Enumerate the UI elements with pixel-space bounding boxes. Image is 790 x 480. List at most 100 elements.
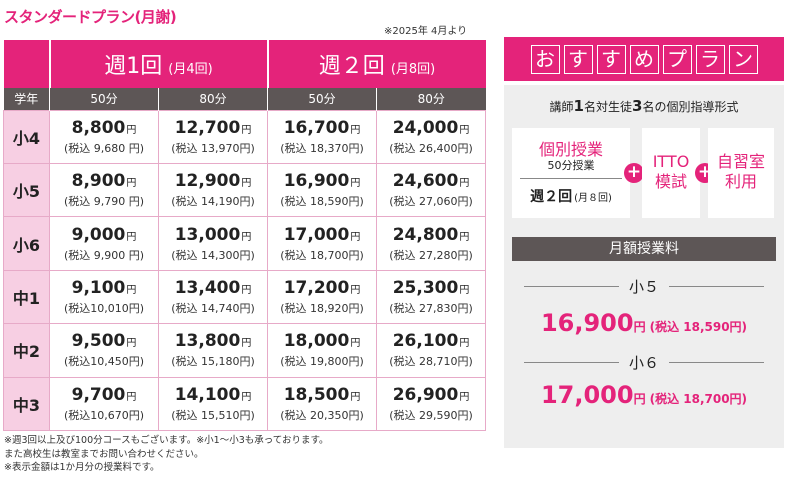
price-cell: 26,900円 (税込 29,590円) bbox=[376, 376, 487, 432]
price: 16,900円 bbox=[283, 171, 361, 192]
lesson-frequency: 週２回 (月８回) bbox=[530, 189, 612, 205]
study-room-label: 自習室 bbox=[716, 152, 765, 171]
fee-grade-label: 小６ bbox=[504, 352, 784, 373]
fee-grade-label: 小５ bbox=[504, 276, 784, 297]
lesson-title: 個別授業 bbox=[538, 140, 603, 159]
recommend-panel: 講師1名対生徒3名の個別指導形式 個別授業 50分授業 週２回 (月８回) + I… bbox=[504, 85, 784, 448]
price-cell: 8,800円 (税込 9,680 円) bbox=[49, 109, 159, 164]
header-duration: 80分 bbox=[376, 88, 486, 110]
tax-included-price: (税込 9,790 円) bbox=[63, 195, 145, 209]
price-cell: 8,900円 (税込 9,790 円) bbox=[49, 162, 159, 218]
price-cell: 18,500円 (税込 20,350円) bbox=[267, 376, 378, 432]
tax-included-price: (税込 14,190円) bbox=[171, 195, 255, 209]
tax-included-price: (税込 27,280円) bbox=[389, 248, 473, 262]
price-cell: 12,700円 (税込 13,970円) bbox=[157, 109, 269, 164]
price-cell: 13,800円 (税込 15,180円) bbox=[157, 323, 269, 378]
footnote: ※表示金額は1か月分の授業料です。 bbox=[4, 462, 160, 473]
grade-cell: 中2 bbox=[3, 323, 50, 378]
tax-included-price: (税込 18,370円) bbox=[280, 141, 364, 155]
mock-exam-label: 模試 bbox=[654, 172, 687, 191]
footnote: また高校生は教室までお問い合わせください。 bbox=[4, 448, 204, 460]
price: 18,000円 bbox=[283, 331, 361, 352]
fee-amount: 16,900円 (税込 18,590円) bbox=[540, 309, 748, 337]
tax-included-price: (税込 15,180円) bbox=[171, 355, 255, 369]
price: 13,400円 bbox=[174, 277, 252, 298]
price-cell: 24,600円 (税込 27,060円) bbox=[376, 162, 487, 218]
tax-included-price: (税込 15,510円) bbox=[171, 408, 255, 422]
banner-char: プ bbox=[662, 44, 692, 74]
tax-included-price: (税込 20,350円) bbox=[280, 408, 364, 422]
tax-included-price: (税込 13,970円) bbox=[171, 141, 255, 155]
recommend-subtitle: 講師1名対生徒3名の個別指導形式 bbox=[549, 97, 739, 115]
price: 18,500円 bbox=[283, 384, 361, 405]
table-row: 小5 8,900円 (税込 9,790 円) 12,900円 (税込 14,190円) 1… bbox=[3, 162, 487, 218]
price: 14,100円 bbox=[174, 384, 252, 405]
price-cell: 17,000円 (税込 18,700円) bbox=[267, 216, 378, 271]
price: 13,000円 bbox=[174, 224, 252, 245]
price-cell: 16,900円 (税込 18,590円) bbox=[267, 162, 378, 218]
price-cell: 16,700円 (税込 18,370円) bbox=[267, 109, 378, 164]
price: 9,700円 bbox=[71, 384, 137, 405]
grade-cell: 小4 bbox=[3, 109, 50, 164]
tax-included-price: (税込10,010円) bbox=[63, 301, 145, 315]
header-grade: 学年 bbox=[3, 88, 50, 110]
price-cell: 13,400円 (税込 14,740円) bbox=[157, 269, 269, 325]
monthly-fee-header: 月額授業料 bbox=[512, 237, 776, 261]
price-cell: 24,800円 (税込 27,280円) bbox=[376, 216, 487, 271]
table-corner bbox=[3, 40, 50, 88]
header-group-weekly-1: 週1回 (月4回) bbox=[48, 40, 268, 88]
price: 24,600円 bbox=[392, 171, 470, 192]
price-cell: 25,300円 (税込 27,830円) bbox=[376, 269, 487, 325]
plan-box-lesson: 個別授業 50分授業 週２回 (月８回) bbox=[512, 128, 630, 218]
lesson-duration: 50分授業 bbox=[547, 159, 595, 172]
price: 17,000円 bbox=[283, 224, 361, 245]
tax-included-price: (税込 27,060円) bbox=[389, 195, 473, 209]
tax-included-price: (税込 18,700円) bbox=[280, 248, 364, 262]
table-row: 小4 8,800円 (税込 9,680 円) 12,700円 (税込 13,970円) 1… bbox=[3, 109, 487, 164]
price-cell: 12,900円 (税込 14,190円) bbox=[157, 162, 269, 218]
table-row: 中1 9,100円 (税込10,010円) 13,400円 (税込 14,740円) 17… bbox=[3, 269, 487, 325]
price-cell: 9,100円 (税込10,010円) bbox=[49, 269, 159, 325]
tax-included-price: (税込 29,590円) bbox=[389, 408, 473, 422]
price: 25,300円 bbox=[392, 277, 470, 298]
price-cell: 13,000円 (税込 14,300円) bbox=[157, 216, 269, 271]
fee-amount: 17,000円 (税込 18,700円) bbox=[540, 381, 748, 409]
price: 12,900円 bbox=[174, 171, 252, 192]
plan-box-study-room: 自習室 利用 bbox=[708, 128, 774, 218]
price-cell: 9,000円 (税込 9,900 円) bbox=[49, 216, 159, 271]
table-row: 中3 9,700円 (税込10,670円) 14,100円 (税込 15,510円) 18… bbox=[3, 376, 487, 432]
tax-included-price: (税込 26,400円) bbox=[389, 141, 473, 155]
banner-char: ン bbox=[728, 44, 758, 74]
divider bbox=[520, 178, 622, 179]
price: 24,800円 bbox=[392, 224, 470, 245]
price: 12,700円 bbox=[174, 117, 252, 138]
banner-char: め bbox=[629, 44, 659, 74]
banner-char: ラ bbox=[695, 44, 725, 74]
tax-included-price: (税込 14,300円) bbox=[171, 248, 255, 262]
plan-box-mock-exam: ITTO 模試 bbox=[642, 128, 700, 218]
footnote: ※週3回以上及び100分コースもございます。※小1～小3も承っております。 bbox=[4, 435, 329, 446]
grade-cell: 中3 bbox=[3, 376, 50, 432]
price: 16,700円 bbox=[283, 117, 361, 138]
effective-date: ※2025年 4月より bbox=[384, 26, 468, 37]
price-cell: 17,200円 (税込 18,920円) bbox=[267, 269, 378, 325]
tax-included-price: (税込 28,710円) bbox=[389, 355, 473, 369]
price-cell: 14,100円 (税込 15,510円) bbox=[157, 376, 269, 432]
price: 9,100円 bbox=[71, 277, 137, 298]
tax-included-price: (税込 19,800円) bbox=[280, 355, 364, 369]
tax-included-price: (税込 18,590円) bbox=[280, 195, 364, 209]
grade-cell: 小5 bbox=[3, 162, 50, 218]
mock-exam-label: ITTO bbox=[652, 152, 690, 171]
recommend-banner: おすすめプラン bbox=[504, 37, 784, 81]
tax-included-price: (税込 18,920円) bbox=[280, 301, 364, 315]
tax-included-price: (税込 14,740円) bbox=[171, 301, 255, 315]
grade-cell: 中1 bbox=[3, 269, 50, 325]
price: 26,900円 bbox=[392, 384, 470, 405]
table-row: 小6 9,000円 (税込 9,900 円) 13,000円 (税込 14,300円) 1… bbox=[3, 216, 487, 271]
price: 8,800円 bbox=[71, 117, 137, 138]
tax-included-price: (税込 27,830円) bbox=[389, 301, 473, 315]
price: 9,500円 bbox=[71, 331, 137, 352]
header-group-weekly-2: 週２回 (月8回) bbox=[266, 40, 486, 88]
price: 17,200円 bbox=[283, 277, 361, 298]
tax-included-price: (税込 9,680 円) bbox=[63, 141, 145, 155]
